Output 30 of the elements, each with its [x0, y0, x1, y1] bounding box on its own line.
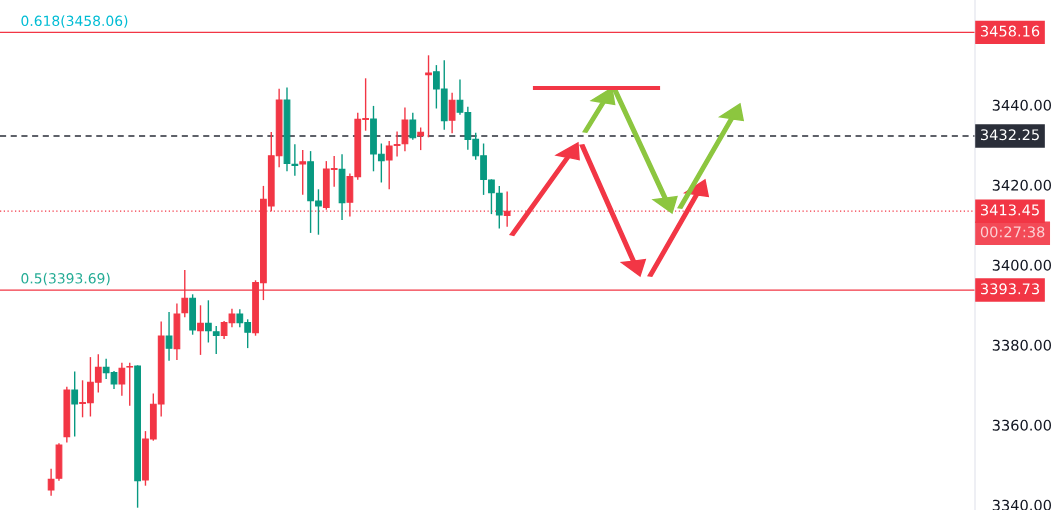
- annotation: 0.618(3458.06): [21, 15, 128, 28]
- candlestick: [448, 92, 456, 134]
- candlestick: [212, 325, 220, 355]
- ref-line-label: 3413.45: [980, 204, 1039, 216]
- candlestick: [401, 107, 409, 152]
- candlestick: [204, 300, 212, 343]
- y-tick-label: 3420.00: [992, 179, 1051, 191]
- candlestick: [425, 55, 432, 138]
- y-tick-label: 3400.00: [992, 259, 1051, 271]
- ref-line-label: 3393.73: [980, 283, 1040, 295]
- text: 00:27:38: [980, 226, 1045, 238]
- candlestick: [71, 371, 79, 437]
- y-tick-label: 3440.00: [992, 99, 1051, 111]
- candlestick: [118, 362, 126, 396]
- ref-line-label: 3458.16: [980, 25, 1040, 37]
- candlestick: [409, 112, 417, 140]
- candlestick: [47, 468, 55, 496]
- candlestick: [503, 191, 511, 227]
- annotation: 0.5(3393.69): [21, 272, 110, 286]
- ref-line-label: 3432.25: [980, 129, 1039, 141]
- candlestick: [126, 362, 134, 406]
- candlestick: [197, 305, 204, 355]
- candlestick: [495, 185, 503, 229]
- y-tick-label: 3380.00: [992, 339, 1051, 351]
- candlestick: [299, 149, 307, 195]
- y-tick-label: 3340.00: [992, 499, 1051, 510]
- candlestick: [417, 127, 425, 151]
- candlestick: [165, 311, 173, 361]
- candlestick: [291, 144, 299, 176]
- y-tick-label: 3360.00: [992, 419, 1051, 431]
